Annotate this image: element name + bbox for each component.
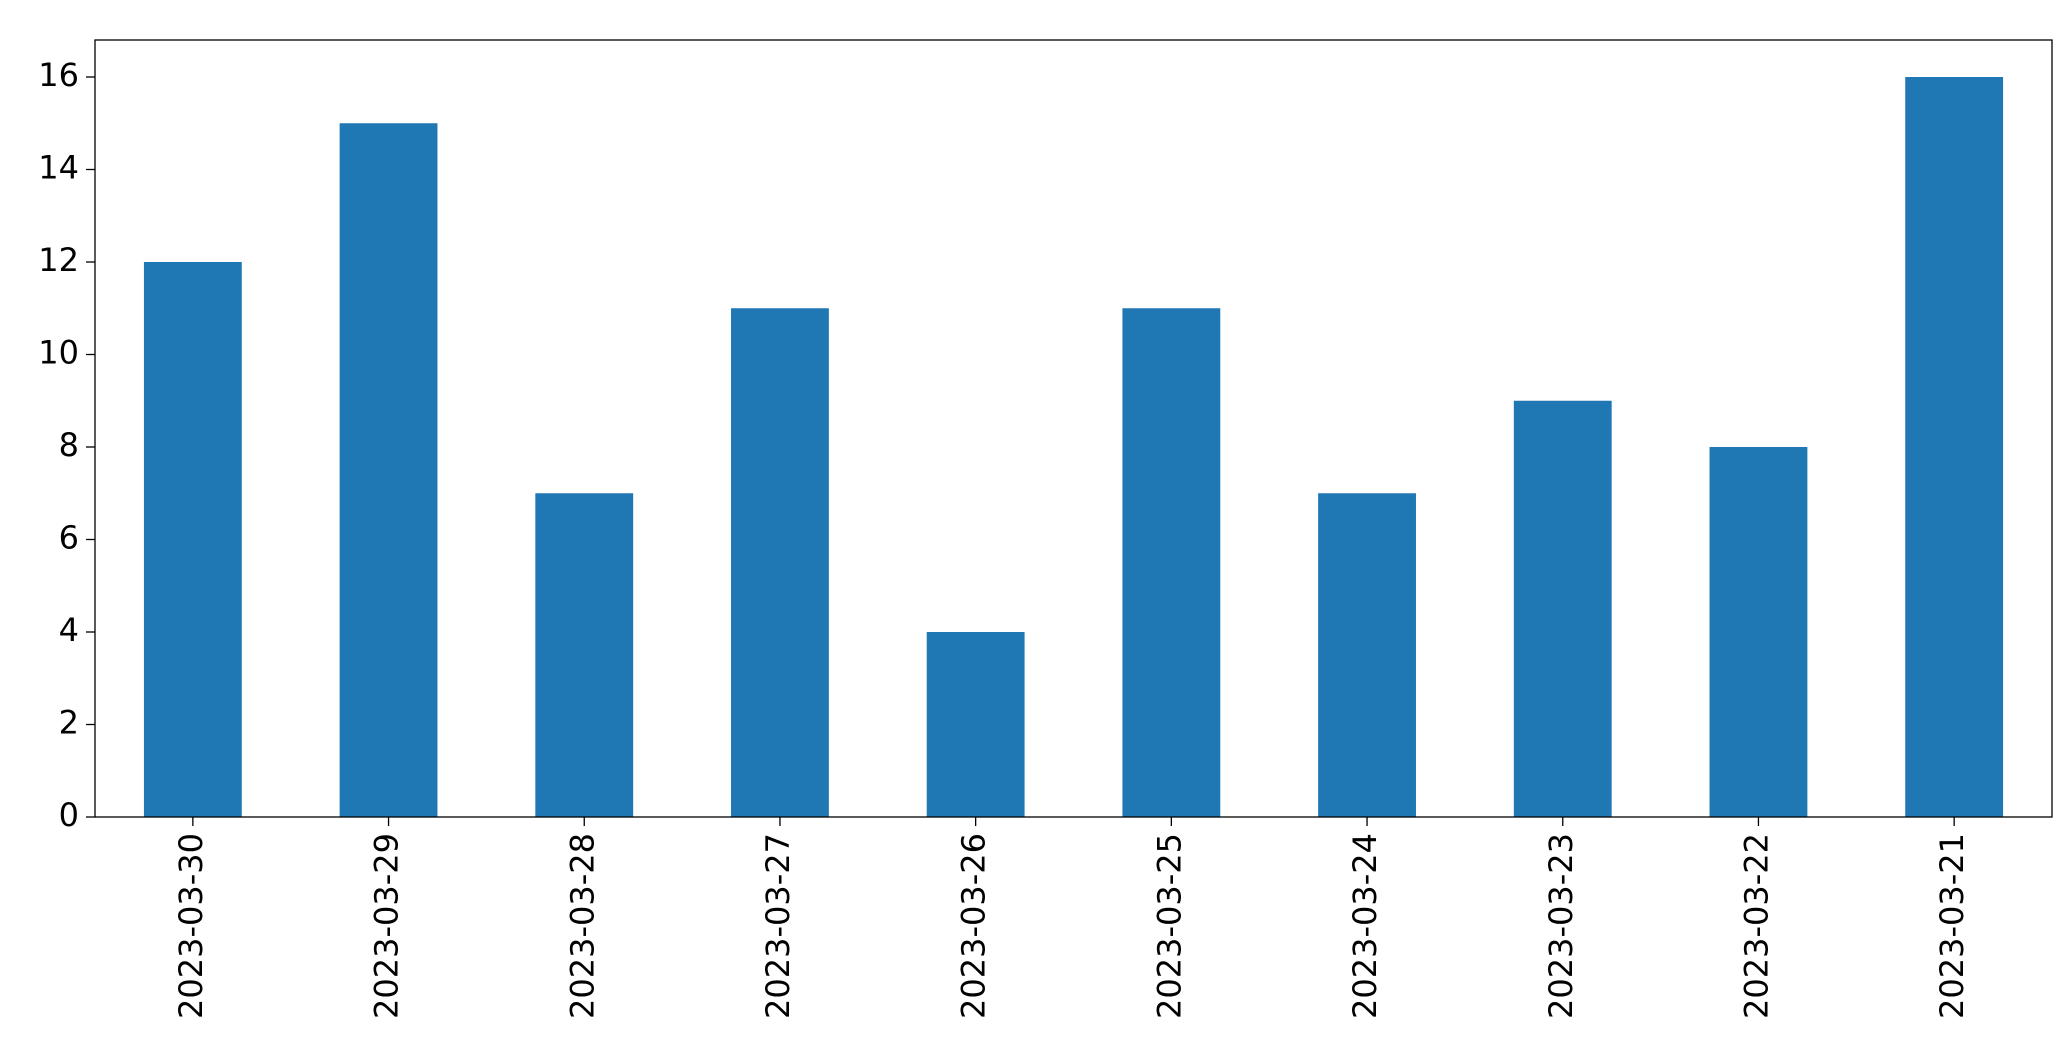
- x-tick-label: 2023-03-23: [1542, 833, 1580, 1019]
- bar: [535, 493, 634, 817]
- bar: [339, 123, 438, 817]
- x-tick-label: 2023-03-21: [1933, 833, 1971, 1019]
- y-tick-label: 10: [38, 334, 79, 372]
- axes-frame: [94, 39, 2053, 818]
- x-tick-label: 2023-03-29: [368, 833, 406, 1019]
- x-tick-label: 2023-03-28: [563, 833, 601, 1019]
- x-tick-label: 2023-03-22: [1737, 833, 1775, 1019]
- x-tick-label: 2023-03-30: [172, 833, 210, 1019]
- x-tick-label: 2023-03-24: [1346, 833, 1384, 1019]
- y-tick-label: 14: [38, 149, 79, 187]
- bar: [143, 262, 242, 817]
- x-tick-label: 2023-03-27: [759, 833, 797, 1019]
- x-tick-label: 2023-03-26: [955, 833, 993, 1019]
- bar: [926, 632, 1025, 817]
- y-tick-label: 8: [59, 426, 79, 464]
- y-tick-label: 6: [59, 519, 79, 557]
- y-tick-label: 4: [59, 611, 79, 649]
- bar: [731, 308, 829, 817]
- bar: [1709, 447, 1808, 817]
- y-tick-label: 2: [59, 704, 79, 742]
- bar: [1318, 493, 1416, 817]
- x-tick-label: 2023-03-25: [1150, 833, 1188, 1019]
- bar: [1122, 308, 1221, 817]
- bar: [1905, 77, 2004, 817]
- y-tick-label: 16: [38, 56, 79, 94]
- y-tick-label: 0: [59, 796, 79, 834]
- y-tick-label: 12: [38, 241, 79, 279]
- bar: [1513, 400, 1612, 817]
